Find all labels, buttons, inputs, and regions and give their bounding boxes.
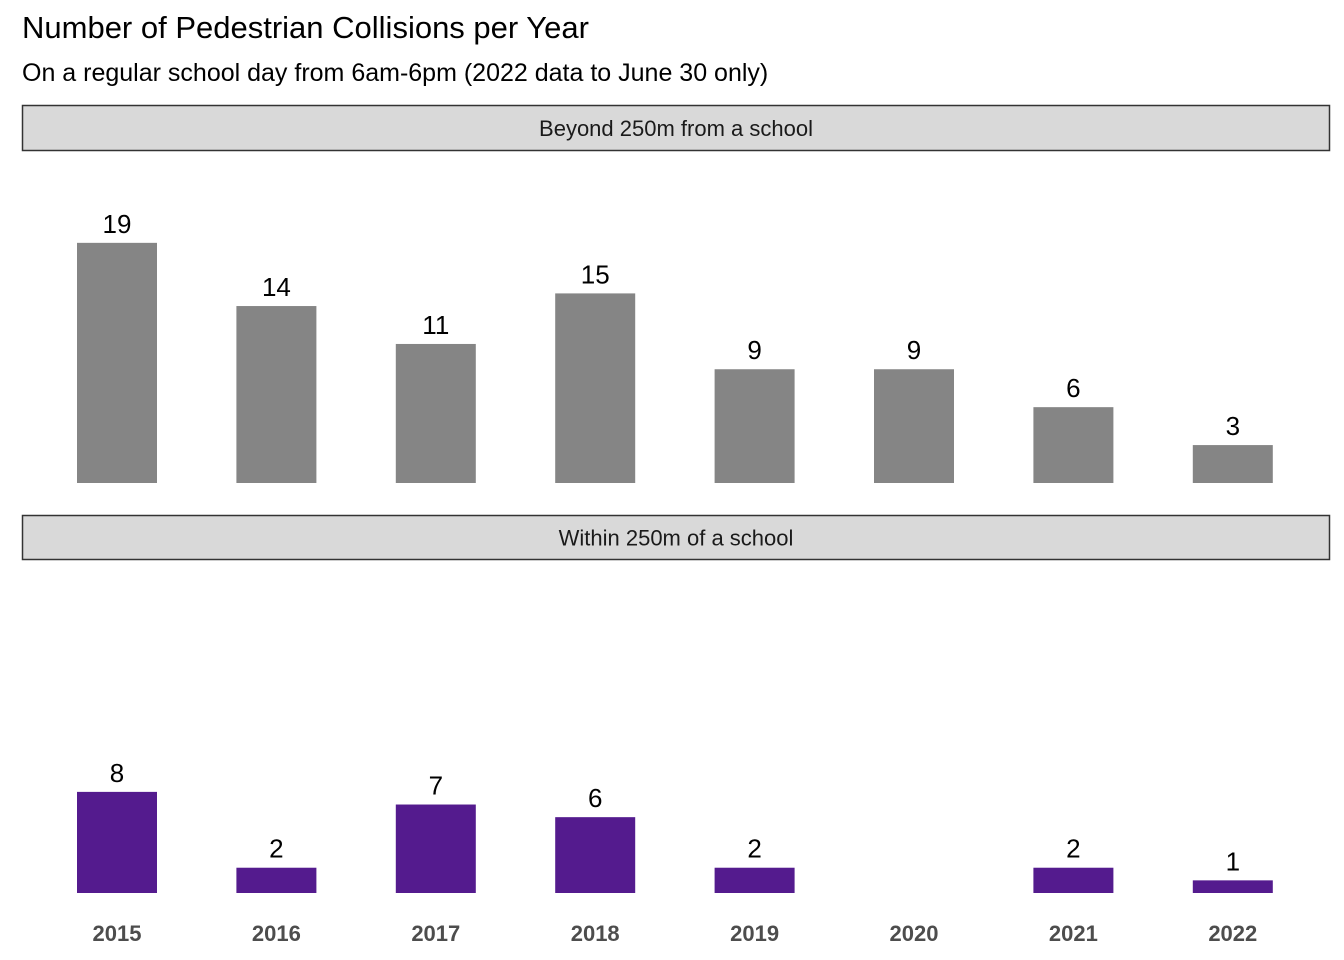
facet-strip (21, 514, 1331, 561)
bar (395, 343, 476, 483)
x-tick-label: 2018 (571, 921, 620, 946)
bar (1033, 407, 1114, 483)
data-label: 1 (1226, 846, 1240, 876)
data-label: 19 (103, 209, 132, 239)
bar (1192, 880, 1273, 893)
facet-strip (21, 104, 1331, 152)
x-tick-label: 2015 (93, 921, 142, 946)
bar (555, 293, 636, 483)
data-label: 2 (747, 834, 761, 864)
data-label: 6 (588, 783, 602, 813)
bar (77, 791, 157, 893)
bar (1033, 867, 1114, 893)
data-label: 6 (1066, 373, 1080, 403)
bar (874, 369, 954, 483)
x-tick-label: 2016 (252, 921, 301, 946)
x-tick-label: 2021 (1049, 921, 1098, 946)
data-label: 2 (269, 834, 283, 864)
facet-strip-label: Within 250m of a school (559, 526, 794, 551)
data-label: 7 (429, 771, 443, 801)
bar (395, 804, 476, 893)
data-label: 11 (422, 310, 449, 340)
chart-title: Number of Pedestrian Collisions per Year (22, 10, 589, 45)
data-label: 14 (262, 272, 291, 302)
data-label: 9 (907, 335, 921, 365)
data-label: 15 (581, 259, 610, 289)
x-tick-label: 2020 (890, 921, 939, 946)
bar (77, 242, 157, 483)
bar (236, 867, 317, 893)
bar (1192, 445, 1273, 483)
facet-strip-label: Beyond 250m from a school (539, 116, 813, 141)
x-tick-label: 2019 (730, 921, 779, 946)
x-tick-label: 2022 (1208, 921, 1257, 946)
data-label: 8 (110, 758, 124, 788)
chart-subtitle: On a regular school day from 6am-6pm (20… (22, 59, 769, 87)
data-label: 3 (1226, 411, 1240, 441)
bar (236, 306, 317, 483)
x-tick-label: 2017 (411, 921, 460, 946)
data-label: 9 (747, 335, 761, 365)
data-label: 2 (1066, 834, 1080, 864)
bar (555, 817, 636, 893)
bar (714, 369, 795, 483)
bar (714, 867, 795, 893)
